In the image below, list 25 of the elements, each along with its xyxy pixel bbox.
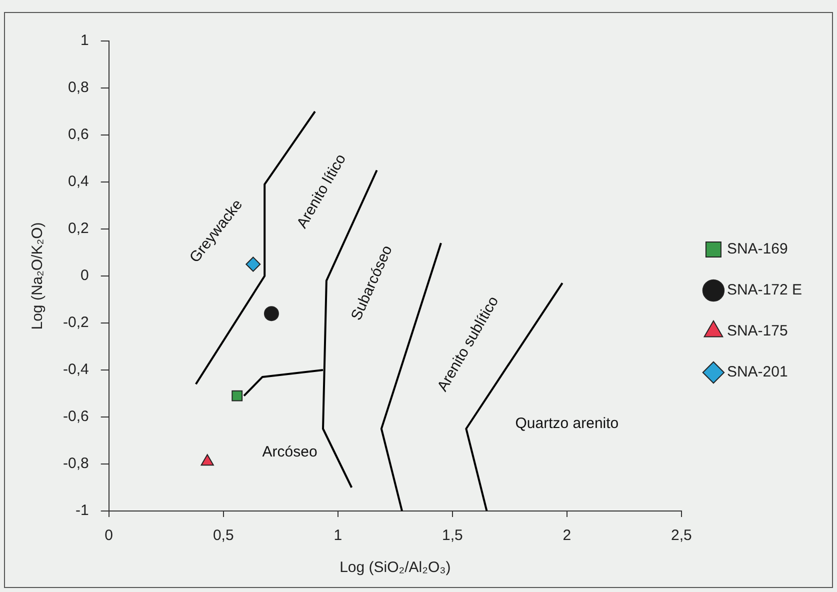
y-tick-label: 0,8 (68, 79, 89, 96)
y-tick-label: -0,6 (62, 408, 89, 426)
legend-label: SNA-175 (726, 322, 788, 340)
y-tick-label: -0,8 (62, 455, 89, 472)
y-tick-label: 0,6 (68, 126, 89, 144)
y-tick-label: -1 (76, 502, 89, 520)
x-axis-title: Log (SiO₂/Al₂O₃) (340, 559, 451, 576)
y-tick-label: 0,2 (68, 220, 89, 238)
legend-label: SNA-201 (726, 364, 788, 381)
x-tick-label: 2 (562, 527, 572, 544)
y-tick-label: 0 (80, 267, 89, 284)
y-axis-title: Log (Na₂O/K₂O) (29, 222, 46, 330)
y-tick-label: 0,4 (68, 173, 89, 190)
annotation: Quartzo arenito (515, 415, 619, 432)
annotation: Arcóseo (262, 443, 318, 460)
legend-label: SNA-172 E (726, 282, 802, 299)
x-tick-label: 0,5 (212, 527, 234, 544)
x-tick-label: 1 (334, 527, 342, 544)
y-tick-label: 1 (80, 32, 89, 50)
x-tick-label: 2,5 (671, 527, 692, 544)
legend-label: SNA-169 (726, 240, 788, 258)
x-tick-label: 1,5 (442, 527, 463, 544)
y-tick-label: -0,4 (62, 361, 89, 378)
y-tick-label: -0,2 (62, 314, 89, 332)
x-tick-label: 0 (104, 527, 114, 544)
